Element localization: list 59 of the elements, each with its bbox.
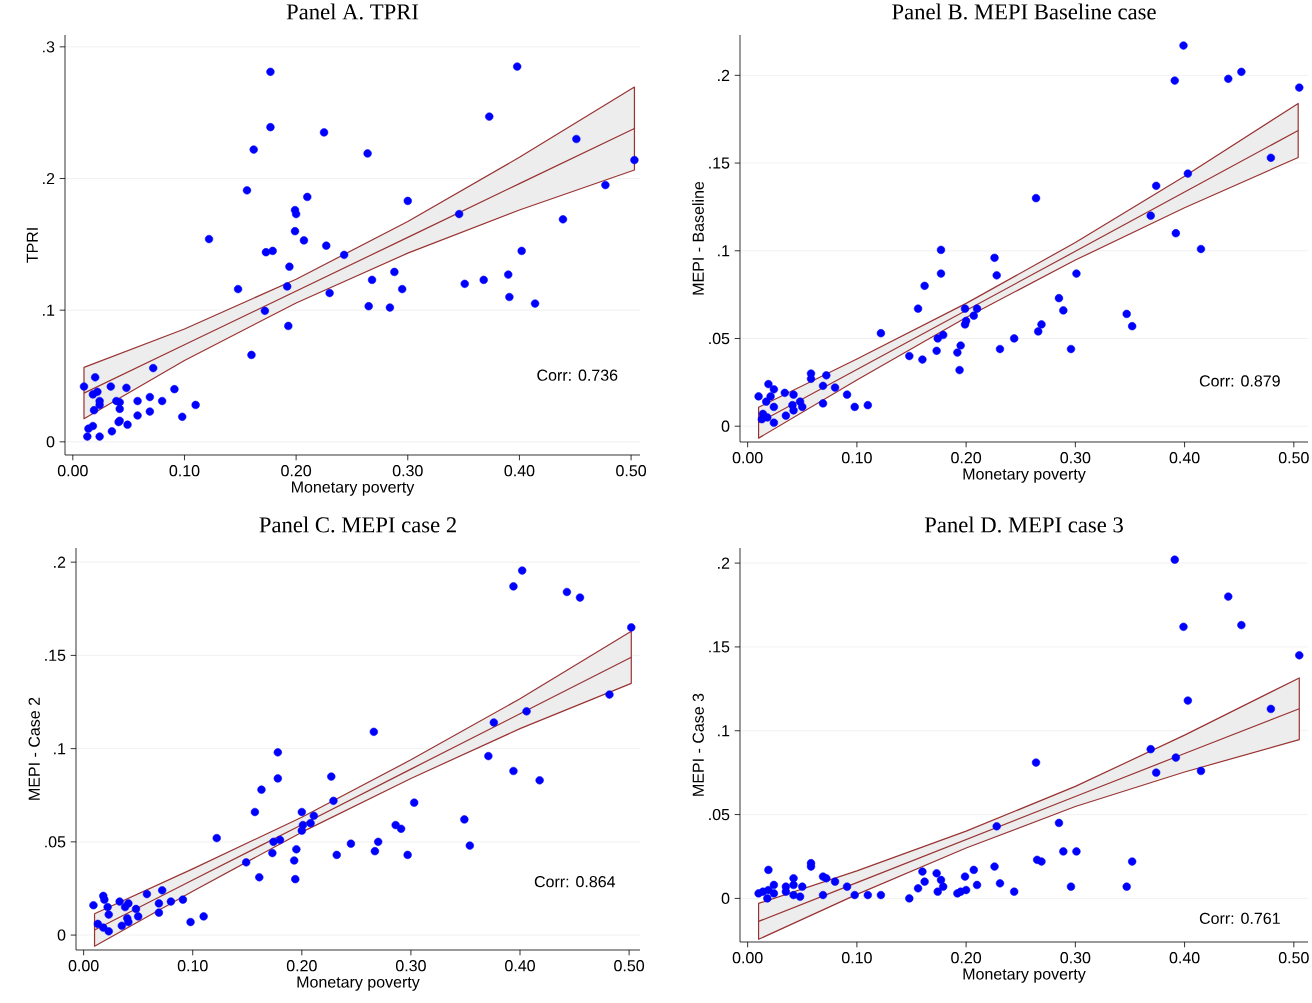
annotation: Corr: 0.864 (534, 876, 616, 888)
x-tick-label: 0.30 (395, 960, 426, 972)
x-tick-label: 0.10 (841, 952, 872, 964)
x-tick-label: 0.40 (505, 960, 535, 972)
x-tick-label: 0.00 (57, 465, 88, 477)
x-axis-title: Monetary poverty (963, 968, 1086, 983)
y-tick-label: .1 (43, 304, 55, 316)
x-axis-title: Monetary poverty (297, 976, 420, 991)
annotation: Corr: 0.879 (1199, 375, 1280, 387)
x-tick-label: 0.50 (1278, 452, 1309, 464)
y-tick-label: .15 (709, 641, 730, 653)
y-axis-title: MEPI - Case 3 (692, 693, 704, 796)
chart-title: Panel A. TPRI (286, 3, 419, 20)
y-tick-label: .2 (718, 557, 730, 569)
y-tick-label: .05 (709, 808, 730, 821)
y-axis-title: MEPI - Case 2 (28, 697, 40, 800)
y-tick-label: .2 (43, 172, 55, 185)
x-tick-label: 0.10 (841, 452, 872, 464)
y-tick-label: 0 (57, 929, 66, 941)
x-tick-label: 0.50 (614, 960, 645, 972)
y-axis-title: MEPI - Baseline (692, 181, 704, 295)
y-tick-label: .1 (718, 245, 730, 257)
y-tick-label: .05 (709, 332, 730, 345)
y-tick-label: 0 (721, 892, 730, 905)
y-tick-label: .2 (718, 69, 730, 81)
chart-title: Panel D. MEPI case 3 (924, 516, 1123, 533)
x-tick-label: 0.30 (1060, 452, 1091, 464)
y-tick-label: .15 (45, 649, 66, 661)
x-tick-label: 0.50 (1278, 952, 1309, 964)
annotation: Corr: 0.761 (1199, 912, 1280, 925)
y-tick-label: .15 (709, 157, 730, 169)
y-tick-label: .1 (718, 725, 730, 737)
y-tick-label: .3 (43, 41, 55, 53)
x-tick-label: 0.30 (1060, 952, 1091, 964)
x-tick-label: 0.20 (951, 952, 982, 964)
y-tick-label: 0 (46, 436, 55, 448)
x-tick-label: 0.40 (1169, 952, 1200, 964)
x-tick-label: 0.40 (1169, 452, 1200, 464)
y-tick-label: .2 (54, 556, 66, 568)
x-tick-label: 0.00 (732, 952, 763, 964)
x-tick-label: 0.10 (177, 960, 208, 972)
x-tick-label: 0.20 (286, 960, 317, 972)
chart-title: Panel C. MEPI case 2 (259, 516, 456, 533)
x-axis-title: Monetary poverty (292, 481, 415, 496)
x-tick-label: 0.10 (169, 465, 200, 477)
x-axis-title: Monetary poverty (963, 468, 1086, 483)
x-tick-label: 0.50 (616, 465, 647, 477)
x-tick-label: 0.20 (281, 465, 312, 477)
x-tick-label: 0.40 (504, 465, 535, 477)
y-tick-label: .1 (54, 743, 66, 755)
annotation: Corr: 0.736 (537, 369, 618, 381)
x-tick-label: 0.30 (392, 465, 423, 477)
chart-title: Panel B. MEPI Baseline case (892, 3, 1156, 20)
y-tick-label: 0 (721, 420, 730, 432)
y-axis-title: TPRI (26, 228, 38, 263)
y-tick-label: .05 (45, 836, 66, 848)
x-tick-label: 0.00 (732, 452, 763, 464)
x-tick-label: 0.20 (951, 452, 982, 464)
x-tick-label: 0.00 (68, 960, 99, 972)
